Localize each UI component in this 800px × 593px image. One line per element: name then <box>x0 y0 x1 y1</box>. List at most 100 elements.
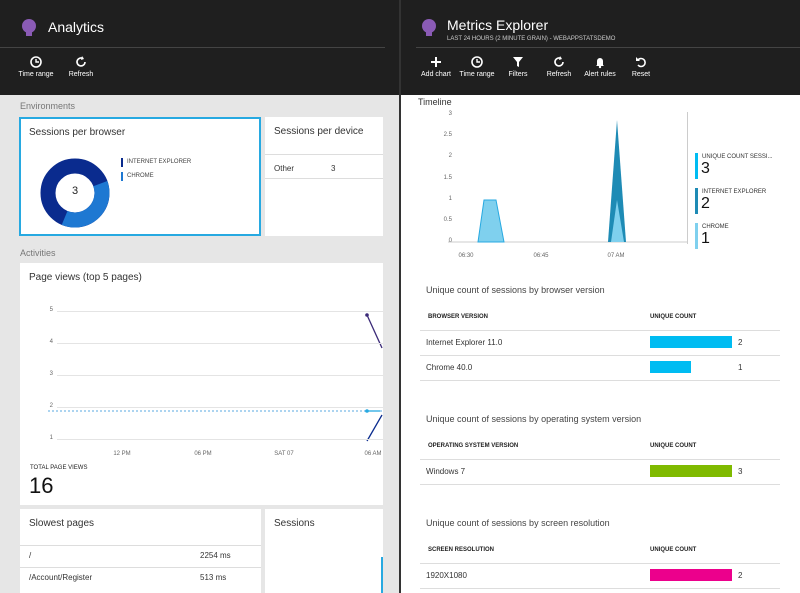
axis-line <box>687 112 688 244</box>
rule <box>420 588 780 589</box>
grid-line <box>57 407 383 408</box>
legend-swatch <box>695 188 698 214</box>
toolbar-button[interactable]: Filters <box>495 55 541 85</box>
row-value: 3 <box>331 164 336 173</box>
row-label: Internet Explorer 11.0 <box>426 338 503 347</box>
toolbar-label: Reset <box>631 71 651 78</box>
toolbar-button[interactable]: Alert rules <box>577 55 623 85</box>
y-tick-label: 4 <box>49 339 53 345</box>
legend-value: 1 <box>701 230 710 247</box>
toolbar-button[interactable]: Reset <box>618 55 664 85</box>
y-tick-label: 2 <box>448 153 452 160</box>
rule <box>420 484 780 485</box>
rule <box>420 355 780 356</box>
legend-swatch <box>695 223 698 249</box>
row-label: Windows 7 <box>426 467 466 476</box>
y-tick-label: 3 <box>49 371 53 377</box>
tile-title: Sessions per device <box>274 126 364 137</box>
toolbar-label: Time range <box>459 71 495 78</box>
blade-title: Metrics Explorer <box>447 17 549 33</box>
toolbar-icon <box>471 56 483 68</box>
donut-total: 3 <box>71 185 79 197</box>
bulb-icon <box>22 19 36 36</box>
y-tick-label: 1 <box>49 435 53 441</box>
toolbar-icon <box>636 57 646 68</box>
divider <box>416 47 800 48</box>
table-title: Unique count of sessions by browser vers… <box>426 285 605 295</box>
row-value: 2 <box>738 571 743 580</box>
tile-title: Slowest pages <box>29 518 95 529</box>
column-header: UNIQUE COUNT <box>650 443 697 449</box>
toolbar-button[interactable]: Add chart <box>413 55 459 85</box>
line-fragment <box>381 557 383 593</box>
x-tick-label: 06 PM <box>194 451 212 457</box>
toolbar-button[interactable]: Time range <box>454 55 500 85</box>
y-tick-label: 2 <box>49 403 53 409</box>
legend-name: INTERNET EXPLORER <box>702 189 767 195</box>
bulb-icon <box>422 19 436 36</box>
column-header: UNIQUE COUNT <box>650 547 697 553</box>
rule <box>420 330 780 331</box>
row-label: Other <box>274 164 295 173</box>
row-value: 3 <box>738 467 743 476</box>
legend-value: 3 <box>701 160 710 177</box>
sessions-tile[interactable]: Sessions <box>265 509 383 593</box>
blade-border <box>399 0 401 593</box>
count-bar <box>650 361 691 373</box>
toolbar-label: Filters <box>508 71 528 78</box>
rule <box>420 459 780 460</box>
toolbar-button[interactable]: Refresh <box>58 55 104 85</box>
row-label: 1920X1080 <box>426 571 467 580</box>
y-tick-label: 0.5 <box>443 217 452 223</box>
grid-line <box>57 311 383 312</box>
legend-swatch <box>121 158 123 167</box>
toolbar-label: Alert rules <box>584 71 616 78</box>
blade-subtitle: LAST 24 HOURS (2 MINUTE GRAIN) - WEBAPPS… <box>447 36 616 42</box>
x-tick-label: 12 PM <box>113 451 131 457</box>
count-bar <box>650 336 732 348</box>
sessions-device-tile[interactable]: Sessions per device Other 3 <box>265 117 383 236</box>
y-tick-label: 5 <box>49 307 53 313</box>
toolbar-label: Refresh <box>68 71 94 78</box>
total-label: TOTAL PAGE VIEWS <box>30 465 88 471</box>
rule <box>420 563 780 564</box>
divider <box>0 47 385 48</box>
toolbar-button[interactable]: Refresh <box>536 55 582 85</box>
toolbar-label: Time range <box>18 71 54 78</box>
page-views-tile[interactable]: Page views (top 5 pages) TOTAL PAGE VIEW… <box>20 263 383 505</box>
y-tick-label: 0 <box>448 238 452 245</box>
legend-label: INTERNET EXPLORER <box>127 159 192 165</box>
y-tick-label: 1.5 <box>443 174 452 181</box>
section-label: Environments <box>20 101 76 111</box>
left-header: Analytics Time range Refresh <box>0 0 399 95</box>
column-header: BROWSER VERSION <box>428 314 489 320</box>
blade-title: Analytics <box>48 19 105 35</box>
toolbar-label: Add chart <box>421 71 451 78</box>
grid-line <box>57 439 383 440</box>
toolbar-icon <box>554 56 564 67</box>
timeline-plot <box>448 120 688 243</box>
total-value: 16 <box>29 473 54 498</box>
legend-name: UNIQUE COUNT SESSI... <box>702 154 773 160</box>
sessions-browser-tile[interactable]: Sessions per browser 3 INTERNET EXPLORER… <box>19 117 261 236</box>
toolbar-icon <box>30 56 42 68</box>
legend-swatch <box>121 172 123 181</box>
toolbar-label: Refresh <box>546 71 572 78</box>
table-title: Unique count of sessions by screen resol… <box>426 518 610 528</box>
rule <box>20 567 261 568</box>
x-tick-label: 06:30 <box>458 253 474 259</box>
row-label: Chrome 40.0 <box>426 363 473 372</box>
page-views-lines <box>48 313 383 442</box>
x-tick-label: 06 AM <box>364 451 382 457</box>
y-tick-label: 1 <box>448 195 452 202</box>
toolbar-button[interactable]: Time range <box>13 55 59 85</box>
tile-title: Sessions per browser <box>29 127 126 138</box>
legend-label: CHROME <box>127 173 154 179</box>
toolbar-icon <box>431 57 441 67</box>
toolbar-icon <box>76 56 86 67</box>
rule <box>265 154 383 155</box>
y-tick-label: 3 <box>448 111 452 117</box>
slowest-pages-tile[interactable]: Slowest pages / 2254 ms/Account/Register 5… <box>20 509 261 593</box>
toolbar-icon <box>513 57 523 67</box>
